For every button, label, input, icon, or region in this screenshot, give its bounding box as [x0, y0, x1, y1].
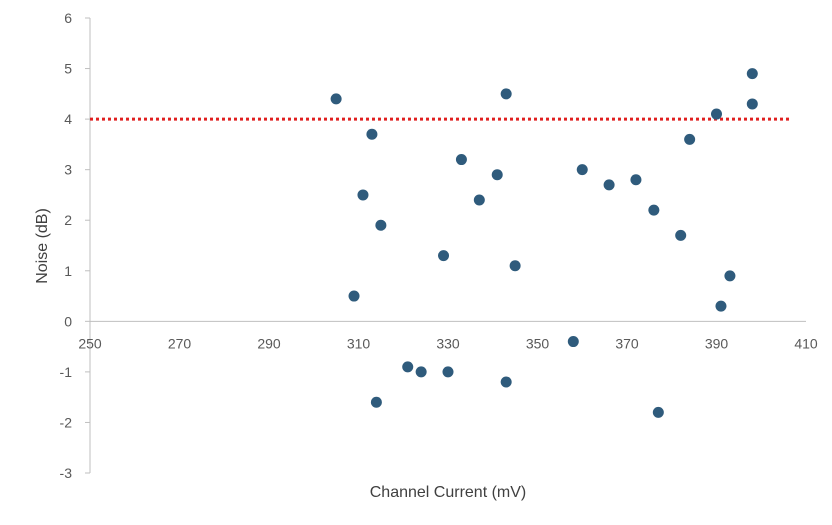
data-point	[630, 174, 642, 186]
y-tick-label: 4	[64, 111, 72, 127]
data-point	[576, 164, 588, 176]
data-point	[746, 68, 758, 80]
data-point	[375, 219, 387, 231]
data-point	[603, 179, 615, 191]
data-point	[491, 169, 503, 181]
x-tick-label: 350	[526, 335, 550, 351]
data-point	[438, 250, 450, 262]
x-tick-label: 310	[347, 335, 371, 351]
data-point	[402, 361, 414, 373]
x-axis-title: Channel Current (mV)	[370, 484, 527, 501]
y-axis-title: Noise (dB)	[34, 208, 51, 284]
y-tick-label: -2	[60, 414, 73, 430]
x-tick-label: 390	[705, 335, 729, 351]
x-tick-label: 370	[615, 335, 639, 351]
data-point	[675, 229, 687, 241]
data-point	[366, 128, 378, 140]
data-point	[442, 366, 454, 378]
data-point	[370, 396, 382, 408]
data-point	[711, 108, 722, 120]
data-point	[652, 406, 664, 418]
y-tick-label: -3	[60, 465, 73, 481]
data-point	[567, 336, 579, 348]
y-tick-label: 6	[64, 10, 72, 26]
y-tick-label: 1	[64, 263, 72, 279]
data-point	[509, 260, 521, 272]
y-tick-label: 0	[64, 313, 72, 329]
data-point	[348, 290, 360, 302]
x-tick-label: 330	[436, 335, 460, 351]
x-tick-label: 250	[78, 335, 102, 351]
y-tick-label: 3	[64, 162, 72, 178]
data-point	[330, 93, 342, 105]
data-point	[500, 88, 512, 100]
data-point	[715, 300, 727, 312]
data-point	[500, 376, 512, 388]
x-tick-label: 410	[794, 335, 818, 351]
data-point	[357, 189, 369, 201]
y-tick-label: -1	[60, 364, 73, 380]
data-point	[746, 98, 758, 110]
x-tick-label: 290	[257, 335, 281, 351]
data-point	[455, 154, 467, 166]
data-point	[724, 270, 736, 282]
data-point	[415, 366, 427, 378]
data-point	[473, 194, 485, 206]
x-tick-label: 270	[168, 335, 192, 351]
data-point	[648, 204, 660, 216]
data-point	[684, 133, 696, 145]
y-tick-label: 5	[64, 61, 72, 77]
y-tick-label: 2	[64, 212, 72, 228]
